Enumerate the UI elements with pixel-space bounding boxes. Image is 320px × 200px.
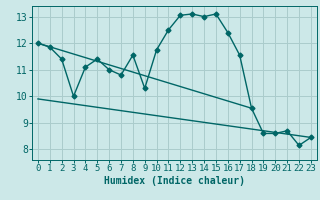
- X-axis label: Humidex (Indice chaleur): Humidex (Indice chaleur): [104, 176, 245, 186]
